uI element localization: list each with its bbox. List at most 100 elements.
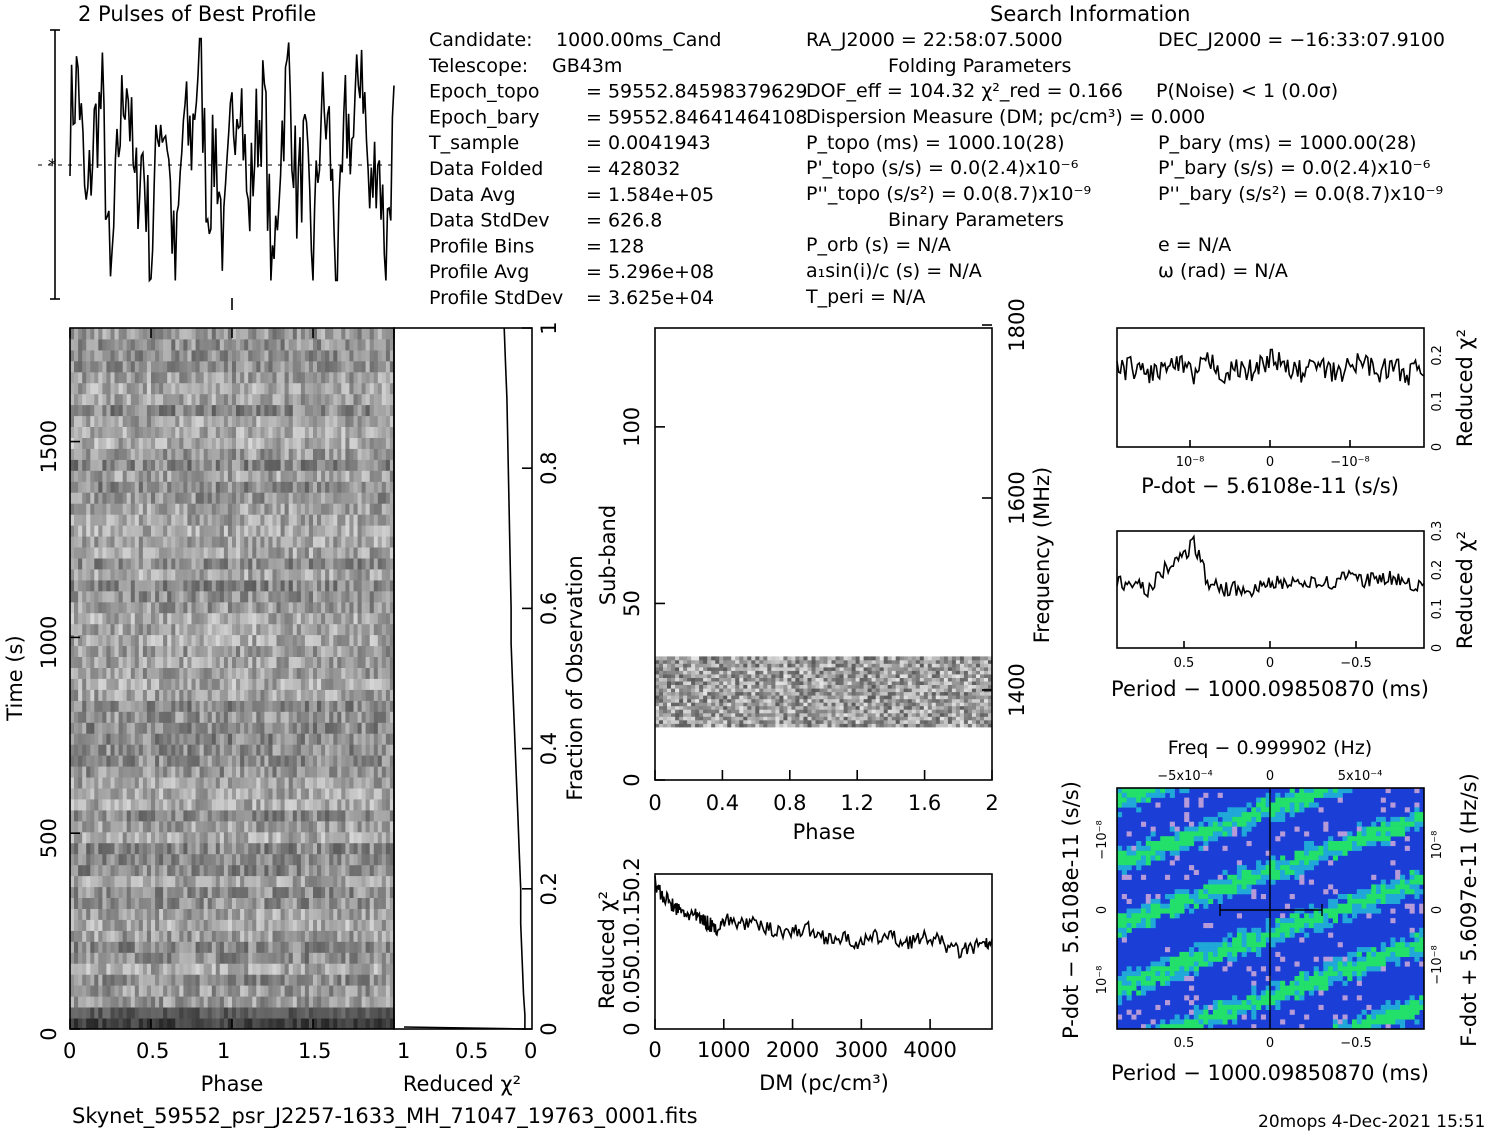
time-phase-cell — [130, 853, 136, 866]
time-phase-cell — [240, 360, 245, 373]
time-phase-cell — [304, 525, 310, 537]
time-phase-cell — [94, 831, 99, 844]
time-phase-cell — [227, 514, 233, 526]
time-phase-cell — [357, 525, 363, 537]
time-phase-cell — [86, 755, 91, 767]
time-phase-cell — [215, 667, 221, 679]
time-phase-cell — [207, 744, 213, 756]
time-phase-cell — [211, 503, 217, 515]
time-phase-cell — [341, 569, 346, 581]
time-phase-cell — [122, 601, 128, 614]
time-phase-cell — [345, 481, 350, 493]
time-phase-cell — [333, 525, 338, 537]
time-phase-cell — [373, 985, 379, 997]
time-phase-cell — [300, 590, 306, 603]
time-phase-cell — [256, 623, 261, 636]
time-phase-cell — [138, 371, 144, 384]
time-phase-cell — [272, 755, 277, 767]
time-phase-cell — [138, 897, 144, 909]
time-phase-cell — [361, 733, 367, 745]
time-phase-cell — [260, 514, 265, 526]
time-phase-cell — [215, 897, 221, 909]
time-phase-cell — [155, 820, 160, 833]
time-phase-cell — [264, 831, 269, 844]
time-phase-cell — [138, 645, 144, 657]
time-phase-cell — [199, 623, 205, 636]
time-phase-cell — [377, 788, 383, 800]
time-phase-cell — [284, 437, 290, 449]
time-phase-cell — [134, 1018, 140, 1030]
time-phase-cell — [357, 382, 363, 395]
time-phase-cell — [321, 952, 326, 964]
time-phase-cell — [389, 547, 395, 559]
time-phase-cell — [284, 590, 290, 603]
time-phase-cell — [142, 842, 148, 855]
time-phase-cell — [78, 590, 83, 603]
time-phase-cell — [219, 470, 225, 482]
time-phase-cell — [236, 481, 241, 493]
time-phase-cell — [159, 569, 164, 581]
time-phase-cell — [195, 799, 201, 811]
time-phase-cell — [268, 360, 273, 373]
time-phase-cell — [86, 930, 91, 942]
time-phase-cell — [365, 623, 371, 636]
time-phase-cell — [74, 831, 79, 844]
time-phase-cell — [142, 590, 148, 603]
time-phase-cell — [385, 1007, 391, 1019]
time-phase-cell — [151, 503, 156, 515]
time-phase-cell — [159, 601, 164, 614]
time-phase-cell — [94, 908, 99, 920]
time-phase-cell — [159, 930, 164, 942]
time-phase-cell — [313, 415, 318, 427]
time-phase-cell — [142, 875, 148, 888]
time-phase-cell — [240, 525, 245, 537]
time-phase-cell — [219, 393, 225, 406]
time-phase-cell — [353, 700, 358, 712]
time-phase-cell — [349, 908, 354, 920]
time-phase-cell — [292, 623, 298, 636]
time-phase-cell — [300, 360, 306, 373]
time-phase-cell — [86, 404, 91, 417]
time-phase-cell — [118, 404, 124, 417]
time-phase-cell — [244, 459, 249, 471]
time-phase-cell — [155, 755, 160, 767]
time-phase-cell — [199, 667, 205, 679]
time-phase-cell — [292, 722, 298, 734]
time-phase-cell — [353, 733, 358, 745]
time-phase-cell — [240, 941, 245, 953]
time-phase-cell — [130, 777, 136, 789]
time-phase-cell — [142, 612, 148, 625]
time-phase-cell — [268, 886, 273, 898]
time-phase-cell — [179, 842, 184, 855]
time-phase-cell — [74, 514, 79, 526]
time-phase-cell — [325, 689, 330, 701]
time-phase-cell — [175, 985, 180, 997]
time-phase-cell — [227, 788, 233, 800]
time-phase-cell — [313, 623, 318, 636]
time-phase-cell — [86, 470, 91, 482]
time-phase-cell — [260, 470, 265, 482]
time-phase-cell — [304, 623, 310, 636]
time-phase-cell — [260, 799, 265, 811]
time-phase-cell — [373, 820, 379, 833]
time-phase-cell — [272, 437, 277, 449]
time-phase-cell — [175, 974, 180, 986]
time-phase-cell — [304, 744, 310, 756]
time-phase-cell — [219, 536, 225, 548]
time-phase-cell — [276, 930, 281, 942]
time-phase-cell — [256, 941, 261, 953]
time-phase-cell — [195, 481, 201, 493]
time-phase-cell — [187, 755, 192, 767]
time-phase-cell — [130, 623, 136, 636]
time-phase-cell — [280, 514, 286, 526]
time-phase-cell — [138, 634, 144, 647]
time-phase-cell — [155, 569, 160, 581]
time-phase-cell — [272, 503, 277, 515]
time-phase-cell — [264, 755, 269, 767]
time-phase-cell — [98, 371, 103, 384]
time-phase-cell — [276, 558, 281, 570]
time-phase-cell — [207, 525, 213, 537]
time-phase-cell — [244, 820, 249, 833]
time-phase-cell — [317, 788, 322, 800]
time-phase-cell — [252, 908, 257, 920]
